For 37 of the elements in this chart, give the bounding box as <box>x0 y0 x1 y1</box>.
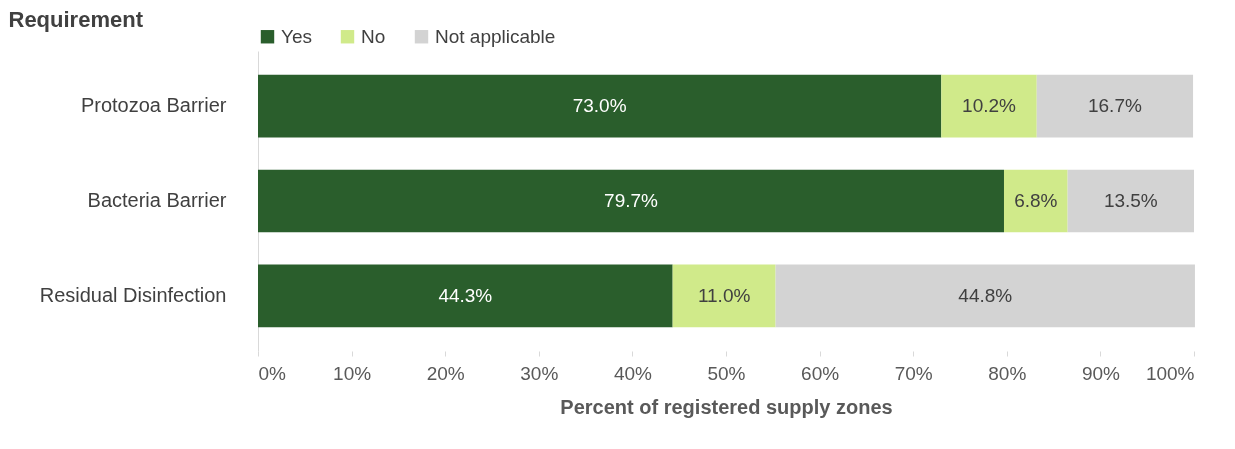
x-tick-label: 0% <box>258 362 287 384</box>
x-tick-label: 60% <box>801 362 840 384</box>
data-label: 44.8% <box>958 284 1013 306</box>
bar <box>775 264 1195 328</box>
data-label: 79.7% <box>604 190 659 211</box>
x-tick-label: 30% <box>520 362 559 384</box>
y-axis-title: Requirement <box>8 6 144 32</box>
x-tick-label: 100% <box>1145 362 1195 384</box>
data-label: 10.2% <box>962 95 1017 117</box>
data-label: 11.0% <box>697 284 751 306</box>
bar <box>941 74 1037 138</box>
legend-label: No <box>361 25 386 47</box>
legend-label: Yes <box>281 25 312 47</box>
y-tick-label: Protozoa Barrier <box>80 94 227 117</box>
bar <box>1067 169 1194 233</box>
x-tick-label: 80% <box>988 362 1027 384</box>
x-tick-label: 90% <box>1081 362 1121 384</box>
data-label: 16.7% <box>1087 95 1142 117</box>
data-label: 73.0% <box>572 95 627 117</box>
data-label: 13.5% <box>1103 190 1158 211</box>
x-axis-title: Percent of registered supply zones <box>560 395 893 418</box>
y-tick-label: Bacteria Barrier <box>87 189 227 211</box>
legend-label: Not applicable <box>435 25 556 47</box>
data-label: 44.3% <box>438 284 493 306</box>
x-tick-label: 10% <box>333 362 372 384</box>
bar <box>258 264 673 328</box>
bar <box>258 169 1004 233</box>
x-tick-label: 50% <box>707 362 746 384</box>
bar <box>1036 74 1194 138</box>
data-label: 6.8% <box>1014 190 1058 211</box>
y-tick-label: Residual Disinfection <box>39 283 227 306</box>
bar <box>258 74 942 138</box>
x-tick-label: 40% <box>613 362 653 384</box>
bar <box>1003 169 1068 233</box>
bar <box>672 264 776 328</box>
x-tick-label: 20% <box>426 362 465 384</box>
x-tick-label: 70% <box>894 362 933 384</box>
